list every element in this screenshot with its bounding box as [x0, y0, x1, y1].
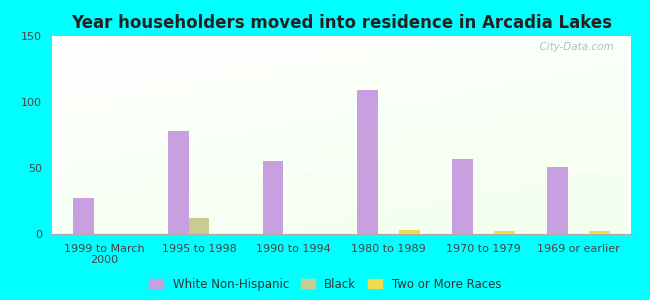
Bar: [168, 131, 188, 234]
Legend: White Non-Hispanic, Black, Two or More Races: White Non-Hispanic, Black, Two or More R…: [146, 274, 504, 294]
Title: Year householders moved into residence in Arcadia Lakes: Year householders moved into residence i…: [71, 14, 612, 32]
Text: City-Data.com: City-Data.com: [532, 42, 613, 52]
Bar: [73, 198, 94, 234]
Bar: [188, 218, 209, 234]
Bar: [547, 167, 568, 234]
Bar: [263, 161, 283, 234]
Bar: [589, 231, 610, 234]
Bar: [452, 159, 473, 234]
Bar: [399, 230, 420, 234]
Bar: [358, 90, 378, 234]
Bar: [494, 231, 515, 234]
